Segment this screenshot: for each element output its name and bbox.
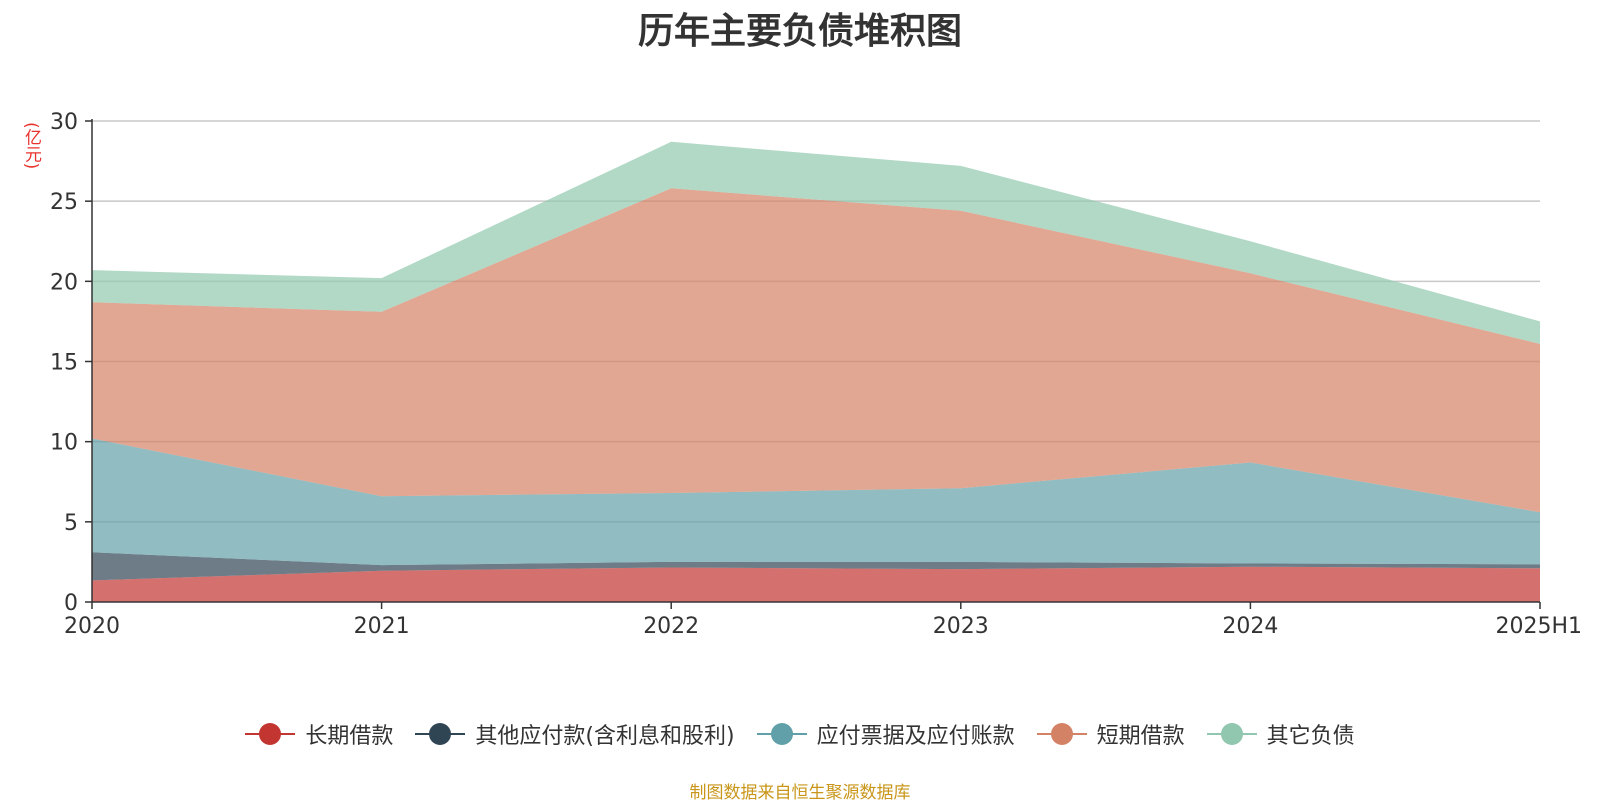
legend-item[interactable]: 长期借款 [245,718,393,750]
y-tick-label: 15 [50,351,78,376]
legend-marker-dot [1050,723,1073,745]
legend-item[interactable]: 其他应付款(含利息和股利) [415,718,735,750]
x-tick-label: 2023 [933,614,989,639]
legend: 长期借款 其他应付款(含利息和股利) 应付票据及应付账款 短期借款 其它负债 [0,718,1600,750]
area-其它负债 [92,141,1540,344]
legend-item[interactable]: 其它负债 [1206,718,1355,750]
x-tick-label: 2024 [1222,614,1278,639]
x-tick-label: 2021 [354,614,410,639]
area-长期借款 [92,566,1540,602]
legend-marker-dot [770,723,793,745]
data-source-note: 制图数据来自恒生聚源数据库 [689,783,911,803]
legend-label: 短期借款 [1096,724,1185,749]
legend-marker-dot [259,723,282,745]
legend-marker-icon [245,721,296,747]
legend-label: 其它负债 [1266,724,1355,749]
legend-label: 应付票据及应付账款 [816,724,1015,749]
y-tick-label: 25 [50,190,78,215]
y-axis-unit-label: (亿元) [21,122,41,170]
y-tick-label: 30 [50,110,78,135]
legend-marker-icon [415,721,466,747]
chart-title: 历年主要负债堆积图 [637,11,962,52]
legend-marker-dot [429,723,452,745]
y-tick-label: 10 [50,431,78,456]
x-tick-label: 2022 [643,614,699,639]
stacked-area-chart: 0 5 10 15 20 25 30 2020 2021 2022 2023 2024 2025H1 [50,110,1582,639]
legend-marker-icon [1206,721,1257,747]
legend-marker-icon [1036,721,1087,747]
area-应付票据及应付账款 [92,438,1540,566]
area-短期借款 [92,188,1540,513]
legend-label: 其他应付款(含利息和股利) [475,724,735,749]
y-tick-label: 0 [64,591,78,616]
x-tick-label: 2025H1 [1495,614,1582,639]
axes: 0 5 10 15 20 25 30 2020 2021 2022 2023 2024 2025H1 [50,110,1582,639]
y-tick-label: 20 [50,270,78,295]
area-其他应付款(含利息和股利) [92,552,1540,581]
legend-item[interactable]: 应付票据及应付账款 [756,718,1015,750]
x-tick-label: 2020 [64,614,120,639]
legend-marker-icon [756,721,807,747]
legend-marker-dot [1220,723,1243,745]
legend-item[interactable]: 短期借款 [1036,718,1185,750]
area-series [92,141,1540,602]
y-tick-label: 5 [64,511,78,536]
legend-label: 长期借款 [305,724,394,749]
